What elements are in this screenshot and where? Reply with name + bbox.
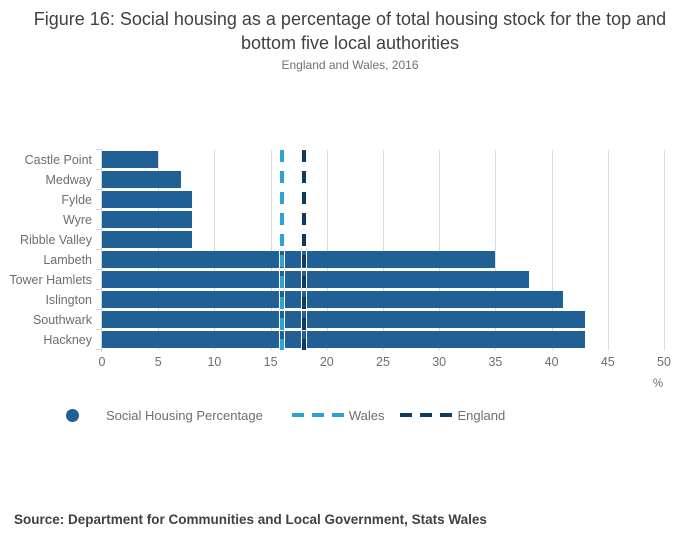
x-axis-tick-labels: 0 5 10 15 20 25 30 35 40 45 50 bbox=[98, 355, 671, 371]
category-label-fylde: Fylde bbox=[61, 193, 92, 207]
bar-tower-hamlets bbox=[102, 271, 530, 288]
england-reference-line bbox=[302, 150, 307, 350]
category-label-tower-hamlets: Tower Hamlets bbox=[9, 273, 92, 287]
bar-lambeth bbox=[102, 251, 496, 268]
y-axis-tick bbox=[96, 329, 101, 330]
x-axis-unit-label: % bbox=[652, 378, 664, 390]
gridline-35 bbox=[495, 150, 497, 350]
y-axis-tick bbox=[96, 289, 101, 290]
category-label-wyre: Wyre bbox=[62, 213, 92, 227]
bar-fylde bbox=[102, 191, 192, 208]
bar-southwark bbox=[102, 311, 586, 328]
source-text: Source: Department for Communities and L… bbox=[14, 512, 487, 527]
category-label-castle-point: Castle Point bbox=[24, 153, 92, 167]
gridline-20 bbox=[326, 150, 328, 350]
y-axis-tick bbox=[96, 309, 101, 310]
y-axis-tick bbox=[96, 229, 101, 230]
gridline-25 bbox=[383, 150, 384, 350]
x-tick-label-40: 40 bbox=[544, 355, 559, 369]
gridline-45 bbox=[607, 150, 609, 350]
category-label-medway: Medway bbox=[45, 173, 92, 187]
y-axis-tick bbox=[96, 149, 101, 150]
chart-title: Figure 16: Social housing as a percentag… bbox=[33, 9, 667, 53]
x-tick-label-20: 20 bbox=[319, 355, 334, 369]
bar-medway bbox=[102, 171, 181, 188]
x-tick-label-30: 30 bbox=[432, 355, 447, 369]
legend-label-wales: Wales bbox=[348, 407, 385, 423]
y-axis-tick bbox=[96, 349, 101, 350]
legend: Social Housing Percentage Wales England bbox=[66, 407, 506, 423]
x-tick-label-45: 45 bbox=[600, 355, 615, 369]
legend-wales-dash-marker bbox=[291, 413, 344, 417]
x-tick-label-50: 50 bbox=[657, 355, 671, 369]
plot-area bbox=[102, 150, 665, 350]
category-label-islington: Islington bbox=[45, 293, 92, 307]
bar-islington bbox=[102, 291, 563, 308]
y-axis-tick bbox=[96, 209, 101, 210]
x-tick-label-15: 15 bbox=[263, 355, 278, 369]
gridline-40 bbox=[551, 150, 553, 350]
gridline-10 bbox=[214, 150, 216, 350]
y-axis-tick bbox=[96, 269, 101, 270]
legend-circle-marker bbox=[66, 408, 79, 422]
chart-subtitle: England and Wales, 2016 bbox=[281, 58, 419, 72]
y-axis-tick bbox=[96, 189, 101, 190]
y-axis-tick bbox=[96, 249, 101, 250]
y-axis-category-labels: Castle Point Medway Fylde Wyre Ribble Valley… bbox=[0, 150, 92, 350]
bar-castle-point bbox=[102, 151, 159, 168]
gridline-15 bbox=[270, 150, 272, 350]
category-label-southwark: Southwark bbox=[32, 313, 92, 327]
gridline-30 bbox=[439, 150, 441, 350]
legend-label-england: England bbox=[457, 407, 506, 423]
y-axis-line bbox=[101, 149, 102, 352]
gridline-5 bbox=[158, 150, 160, 350]
wales-reference-line bbox=[279, 150, 284, 350]
category-label-ribble-valley: Ribble Valley bbox=[19, 233, 92, 247]
x-tick-label-5: 5 bbox=[154, 355, 162, 369]
legend-england-dash-marker bbox=[400, 413, 453, 417]
legend-label-social-housing-percentage: Social Housing Percentage bbox=[106, 407, 263, 423]
y-axis-tick bbox=[96, 169, 101, 170]
category-label-hackney: Hackney bbox=[43, 333, 92, 347]
bar-wyre bbox=[102, 211, 192, 228]
gridline-50 bbox=[664, 150, 665, 350]
x-tick-label-0: 0 bbox=[98, 355, 106, 369]
bar-hackney bbox=[102, 331, 586, 348]
x-tick-label-25: 25 bbox=[376, 355, 390, 369]
category-label-lambeth: Lambeth bbox=[43, 253, 92, 267]
bar-ribble-valley bbox=[102, 231, 192, 248]
x-tick-label-35: 35 bbox=[488, 355, 503, 369]
x-tick-label-10: 10 bbox=[207, 355, 222, 369]
